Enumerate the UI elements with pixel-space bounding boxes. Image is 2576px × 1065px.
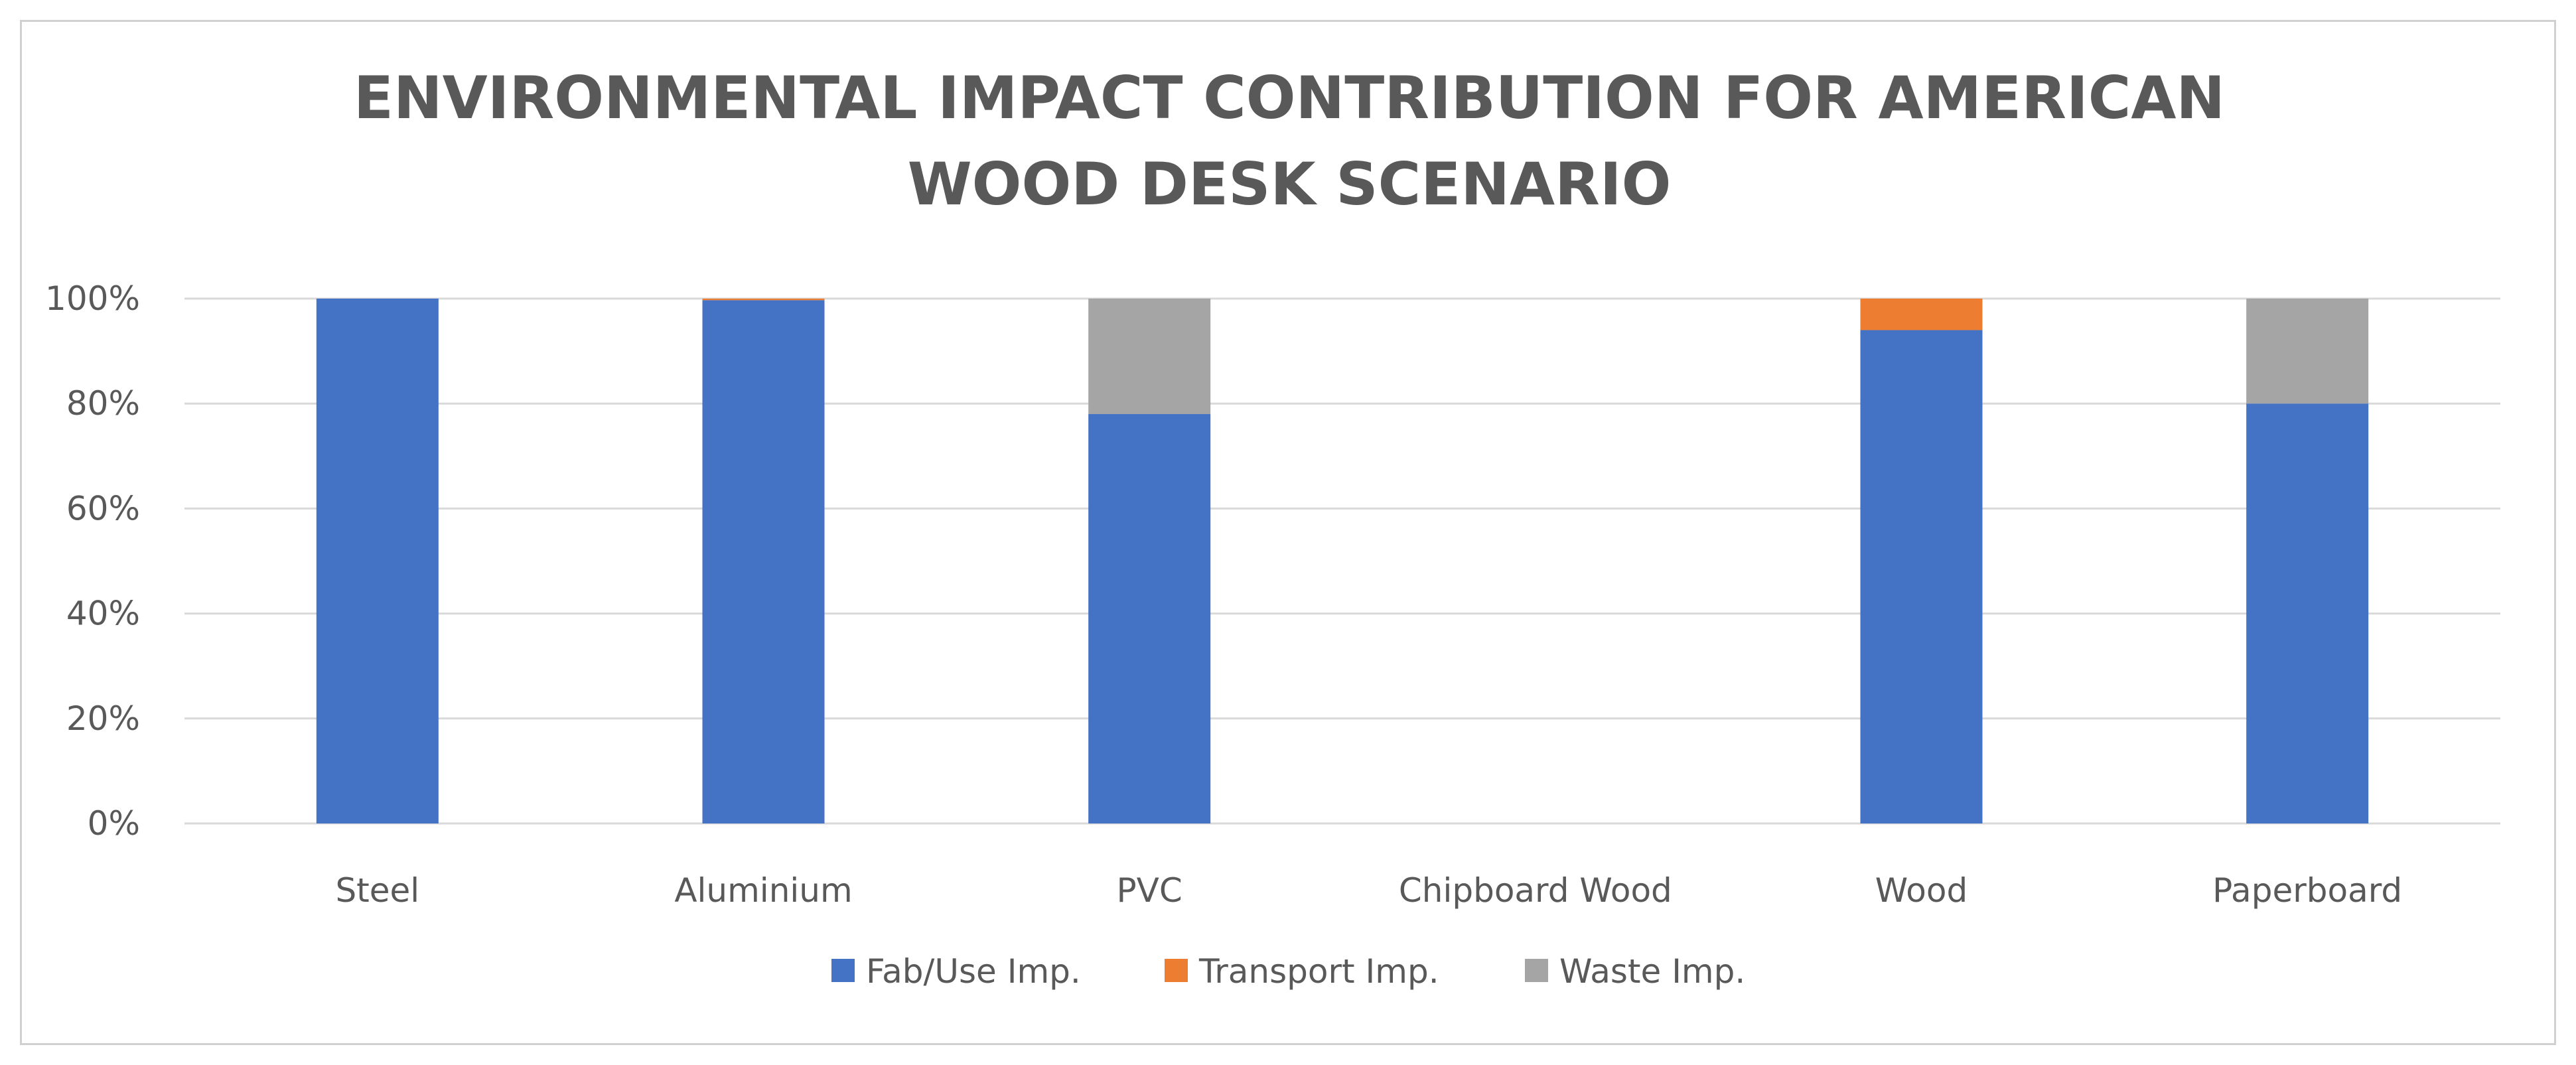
legend-label: Transport Imp. xyxy=(1198,952,1439,991)
y-tick-label: 60% xyxy=(66,489,140,528)
chart-svg: ENVIRONMENTAL IMPACT CONTRIBUTION FOR AM… xyxy=(45,64,2500,991)
bars xyxy=(316,299,2369,824)
bar-group-aluminium xyxy=(702,299,825,823)
legend-label: Fab/Use Imp. xyxy=(866,952,1081,991)
x-tick-label: PVC xyxy=(1117,871,1182,910)
legend-item: Transport Imp. xyxy=(1165,952,1439,991)
bar-segment xyxy=(702,300,825,823)
legend-item: Waste Imp. xyxy=(1525,952,1745,991)
bar-group-paperboard xyxy=(2246,299,2369,823)
bar-group-steel xyxy=(316,299,439,823)
y-tick-label: 0% xyxy=(88,804,140,843)
bar-segment xyxy=(2246,403,2369,823)
legend-swatch xyxy=(1165,959,1188,982)
x-tick-label: Paperboard xyxy=(2212,871,2402,910)
chart-frame: ENVIRONMENTAL IMPACT CONTRIBUTION FOR AM… xyxy=(20,20,2556,1045)
bar-segment xyxy=(2246,299,2369,404)
bar-segment xyxy=(1860,299,1983,330)
x-axis-tick-labels: Steel Aluminium PVC Chipboard Wood Wood Paper… xyxy=(335,871,2402,910)
y-tick-label: 20% xyxy=(66,699,140,738)
legend-swatch xyxy=(831,959,855,982)
bar-segment xyxy=(1088,414,1211,823)
chart-title-line-1: ENVIRONMENTAL IMPACT CONTRIBUTION FOR AM… xyxy=(354,64,2225,132)
bar-segment xyxy=(316,299,439,823)
gridlines xyxy=(184,297,2500,825)
bar-group-wood xyxy=(1860,299,1983,824)
x-tick-label: Wood xyxy=(1875,871,1968,910)
y-axis-tick-labels: 0% 20% 40% 60% 80% 100% xyxy=(45,279,140,843)
bar-segment xyxy=(702,299,825,301)
bar-group-pvc xyxy=(1088,299,1211,823)
legend: Fab/Use Imp. Transport Imp. Waste Imp. xyxy=(831,952,1745,991)
y-tick-label: 40% xyxy=(66,595,140,633)
y-tick-label: 100% xyxy=(45,279,140,318)
x-tick-label: Steel xyxy=(335,871,419,910)
chart-title-line-2: WOOD DESK SCENARIO xyxy=(908,150,1672,218)
legend-label: Waste Imp. xyxy=(1559,952,1745,991)
y-tick-label: 80% xyxy=(66,384,140,423)
legend-swatch xyxy=(1525,959,1548,982)
bar-segment xyxy=(1860,330,1983,824)
bar-segment xyxy=(1088,299,1211,415)
x-tick-label: Aluminium xyxy=(674,871,852,910)
x-tick-label: Chipboard Wood xyxy=(1399,871,1672,910)
chart-title: ENVIRONMENTAL IMPACT CONTRIBUTION FOR AM… xyxy=(354,64,2225,218)
legend-item: Fab/Use Imp. xyxy=(831,952,1081,991)
